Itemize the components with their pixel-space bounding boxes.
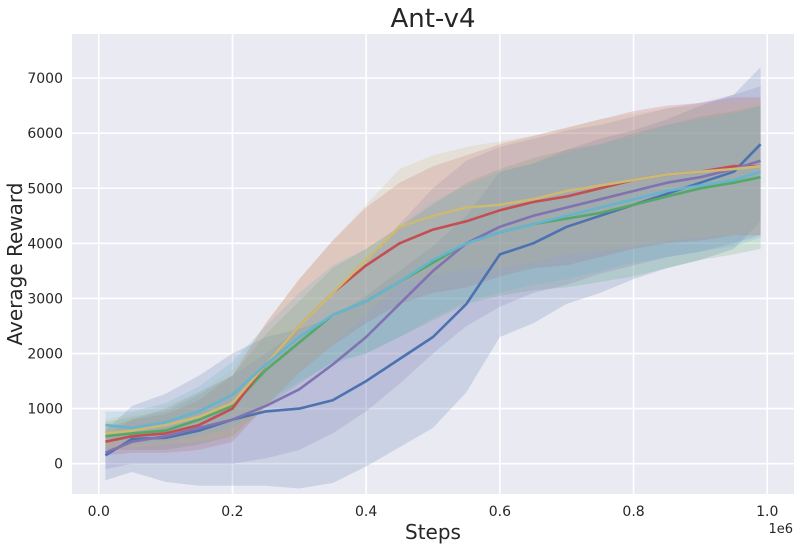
y-tick-label: 4000	[27, 236, 63, 252]
series-line-4	[104, 159, 761, 454]
y-tick-label: 3000	[27, 291, 63, 307]
x-axis-offset-label: 1e6	[768, 522, 793, 537]
y-tick-label: 2000	[27, 347, 63, 363]
series-line-6	[105, 170, 761, 430]
series-line-1	[104, 143, 762, 457]
x-tick-labels: 0.0 0.2 0.4 0.6 0.8 1.0	[88, 504, 779, 520]
x-tick-label: 1.0	[756, 504, 778, 520]
confidence-band-1	[105, 67, 761, 489]
confidence-band-4	[105, 86, 761, 470]
y-tick-label: 5000	[27, 181, 63, 197]
x-tick-label: 0.8	[622, 504, 644, 520]
y-axis-label: Average Reward	[3, 183, 27, 346]
y-tick-labels: 0 1000 2000 3000 4000 5000 6000 7000	[27, 71, 63, 473]
series-lines	[104, 143, 762, 457]
x-tick-label: 0.2	[221, 504, 243, 520]
series-line-2	[105, 175, 761, 438]
x-tick-label: 0.6	[489, 504, 511, 520]
confidence-band-2	[105, 105, 761, 450]
x-tick-label: 0.0	[88, 504, 110, 520]
y-tick-label: 1000	[27, 402, 63, 418]
x-tick-label: 0.4	[355, 504, 377, 520]
series-line-5	[105, 164, 761, 435]
y-tick-label: 0	[54, 457, 63, 473]
y-tick-label: 7000	[27, 71, 63, 87]
x-axis-label: Steps	[405, 520, 461, 544]
y-tick-label: 6000	[27, 126, 63, 142]
chart-title: Ant-v4	[390, 4, 475, 34]
